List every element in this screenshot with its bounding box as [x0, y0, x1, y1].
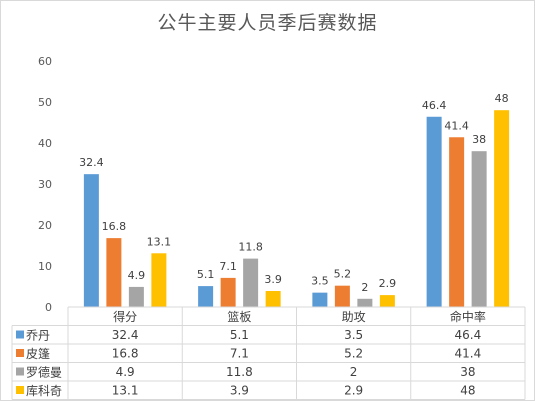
category-label: 篮板 [227, 309, 251, 324]
bar [83, 174, 99, 307]
category-label: 助攻 [342, 310, 366, 324]
category-label: 得分 [113, 309, 137, 324]
series-name: 乔丹 [26, 329, 50, 343]
table-cell: 2 [350, 365, 358, 379]
data-label: 3.9 [264, 273, 282, 286]
bar [220, 277, 236, 307]
table-cell: 5.2 [344, 347, 363, 361]
table-cell: 16.8 [112, 347, 139, 361]
y-tick-label: 10 [38, 260, 52, 273]
data-label: 7.1 [219, 260, 237, 273]
y-tick-label: 30 [38, 178, 52, 191]
legend-swatch [16, 367, 24, 376]
series-name: 皮篷 [26, 346, 50, 361]
bar [426, 116, 442, 307]
table-cell: 7.1 [230, 347, 249, 361]
bar [494, 110, 510, 307]
data-label: 2.9 [379, 277, 397, 290]
data-label: 2 [361, 281, 368, 294]
bar [471, 151, 487, 307]
y-tick-label: 0 [45, 301, 52, 314]
data-label: 5.2 [334, 268, 352, 281]
bar [128, 286, 144, 307]
data-label: 41.4 [444, 119, 469, 132]
bar [151, 253, 167, 307]
table-cell: 46.4 [455, 328, 482, 342]
table-cell: 11.8 [226, 365, 253, 379]
table-cell: 13.1 [112, 384, 139, 398]
y-tick-label: 20 [38, 219, 52, 232]
y-tick-label: 50 [38, 96, 52, 109]
table-cell: 41.4 [455, 347, 482, 361]
table-cell: 4.9 [116, 365, 135, 379]
data-label: 4.9 [128, 269, 146, 282]
table-cell: 48 [460, 384, 475, 398]
bar-layer [83, 110, 510, 307]
bar [379, 295, 395, 307]
data-label: 11.8 [238, 241, 263, 254]
table-cell: 32.4 [112, 328, 139, 342]
legend-swatch [16, 349, 24, 357]
y-tick-label: 60 [38, 55, 52, 68]
table-cell: 38 [460, 365, 475, 379]
category-label: 命中率 [450, 309, 486, 324]
bar [106, 238, 122, 307]
bar [312, 292, 328, 307]
data-label: 3.5 [311, 275, 329, 288]
data-label: 48 [495, 92, 509, 105]
chart-title: 公牛主要人员季后赛数据 [157, 12, 378, 34]
bar [198, 286, 214, 307]
data-label: 46.4 [422, 99, 447, 112]
series-name: 库科奇 [26, 383, 62, 398]
data-label: 13.1 [147, 235, 172, 248]
bar [243, 258, 259, 307]
table-cell: 2.9 [344, 384, 363, 398]
data-label-layer: 32.4 16.8 4.9 13.1 5.1 7.111.8 3.9 3.5 5.2 2 2.9 46… [79, 92, 509, 294]
bar [334, 285, 350, 307]
table-cell: 3.9 [230, 384, 249, 398]
data-label: 32.4 [79, 156, 104, 169]
data-label: 38 [472, 133, 486, 146]
table-cell: 3.5 [344, 328, 363, 342]
bar [265, 291, 281, 307]
series-name: 罗德曼 [26, 365, 62, 380]
bar [449, 137, 465, 307]
legend-swatch [16, 330, 24, 339]
legend-swatch [16, 386, 24, 394]
table-cell: 5.1 [230, 328, 249, 342]
data-label: 16.8 [102, 220, 127, 233]
bar [357, 298, 373, 307]
y-tick-label: 40 [38, 137, 52, 150]
data-label: 5.1 [197, 268, 215, 281]
